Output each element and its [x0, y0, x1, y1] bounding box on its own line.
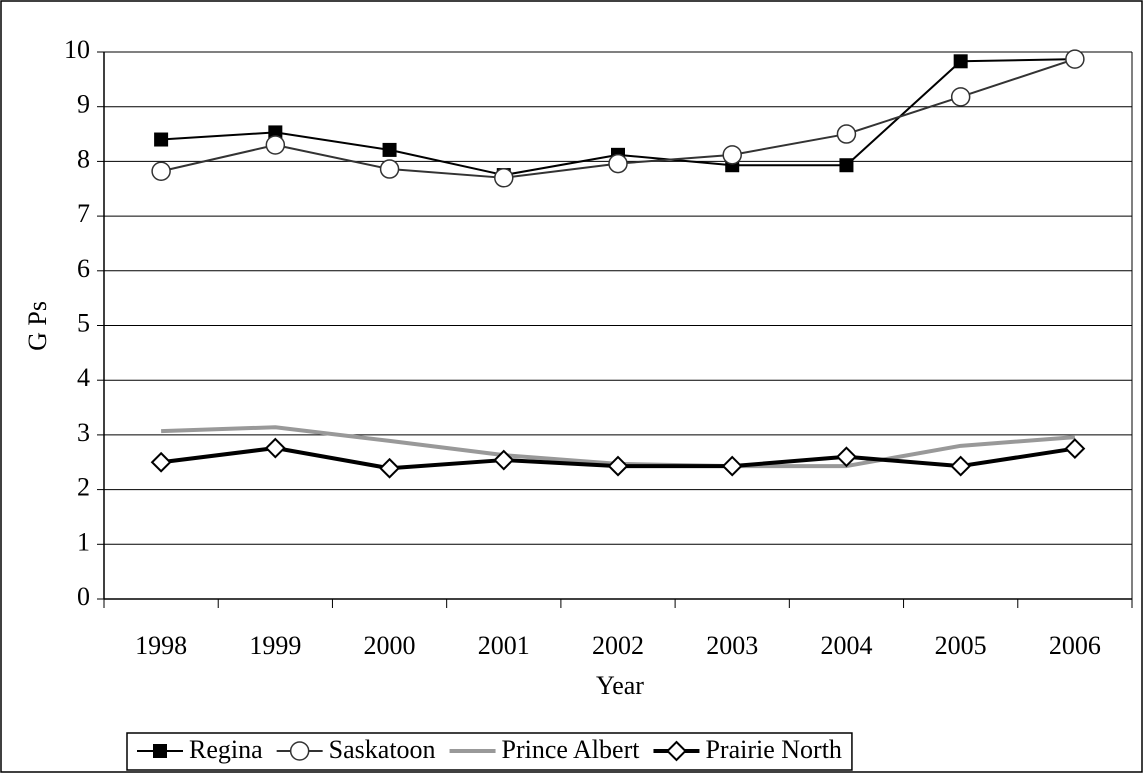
legend: Regina Saskatoon Prince Albert Prairie Nort…	[126, 732, 853, 771]
marker	[607, 455, 629, 477]
legend-label: Saskatoon	[329, 735, 436, 764]
y-tick-label: 9	[77, 90, 90, 119]
legend-label: Prairie North	[705, 735, 841, 764]
marker	[379, 159, 400, 179]
marker	[666, 740, 687, 762]
y-tick-label: 1	[77, 527, 90, 556]
marker	[836, 124, 857, 144]
y-tick-label: 10	[64, 35, 90, 64]
x-tick-label: 1999	[249, 631, 301, 660]
x-axis-label: Year	[596, 671, 644, 700]
marker	[950, 455, 972, 477]
marker	[265, 135, 286, 155]
marker	[836, 446, 857, 468]
marker	[839, 158, 854, 173]
x-tick-label: 2003	[706, 631, 758, 660]
y-tick-label: 7	[77, 199, 90, 228]
y-tick-label: 4	[77, 363, 90, 392]
marker	[950, 87, 971, 107]
x-tick-label: 1998	[135, 631, 187, 660]
marker	[154, 132, 169, 147]
marker	[151, 161, 171, 181]
marker	[379, 457, 400, 479]
marker	[289, 741, 310, 761]
y-tick-label: 2	[77, 473, 90, 502]
y-tick-label: 6	[77, 254, 90, 283]
marker	[1064, 438, 1086, 459]
marker	[493, 449, 515, 471]
legend-label: Prince Albert	[502, 735, 641, 764]
marker	[382, 142, 397, 157]
x-tick-label: 2005	[935, 631, 987, 660]
x-tick-label: 2004	[820, 631, 872, 660]
marker	[264, 437, 286, 459]
legend-label: Regina	[189, 735, 263, 764]
x-tick-label: 2000	[364, 631, 416, 660]
marker	[722, 145, 742, 165]
marker	[953, 54, 968, 69]
y-tick-label: 0	[77, 582, 90, 611]
marker	[153, 744, 167, 758]
x-tick-label: 2006	[1049, 631, 1101, 660]
marker	[721, 455, 743, 477]
marker	[608, 153, 628, 174]
y-axis-label: G Ps	[23, 301, 52, 351]
marker	[1065, 49, 1085, 69]
marker	[494, 168, 514, 188]
y-tick-label: 8	[77, 144, 90, 173]
y-tick-label: 5	[77, 308, 90, 337]
x-tick-label: 2002	[592, 631, 644, 660]
marker	[150, 451, 172, 473]
y-tick-label: 3	[77, 418, 90, 447]
x-tick-label: 2001	[478, 631, 530, 660]
